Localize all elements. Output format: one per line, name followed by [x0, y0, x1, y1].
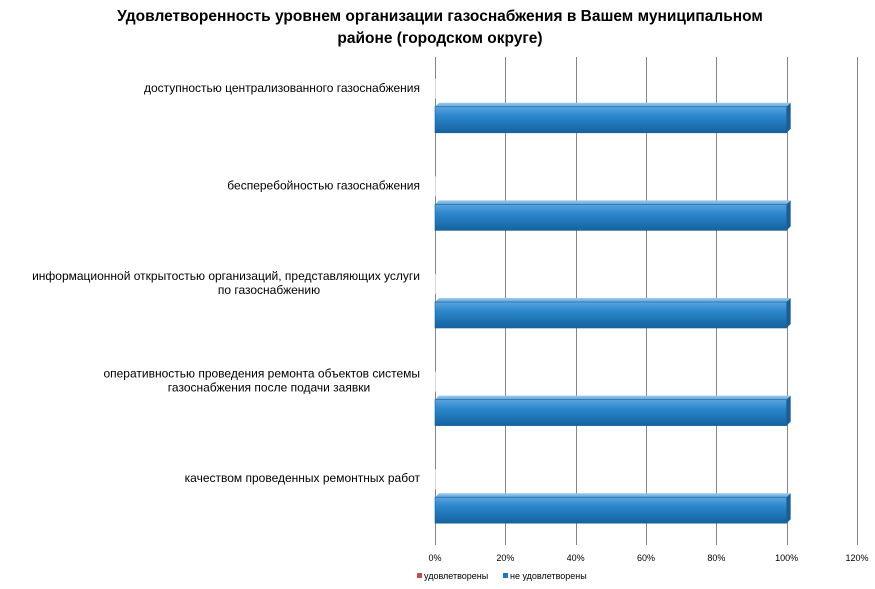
category-label-line: бесперебойностью газоснабжения — [227, 178, 420, 192]
category-label-line: газоснабжения после подачи заявки — [168, 381, 370, 395]
bar-top-face — [435, 493, 791, 498]
legend-label: не удовлетворены — [510, 571, 587, 581]
legend-label: удовлетворены — [424, 571, 488, 581]
x-tick-label: 60% — [637, 553, 655, 563]
category-label: бесперебойностью газоснабжения — [227, 178, 420, 192]
bar-top-face — [435, 298, 791, 302]
bar — [434, 106, 787, 134]
category-label: оперативностью проведения ремонта объект… — [103, 367, 420, 395]
legend-swatch — [503, 573, 508, 578]
bar-top-face — [435, 102, 791, 107]
bar-side-face — [786, 200, 791, 231]
chart-title: Удовлетворенность уровнем организации га… — [95, 6, 785, 50]
category-label: качеством проведенных ремонтных работ — [185, 471, 421, 485]
category-label-line: информационной открытостью организаций, … — [32, 269, 420, 283]
bar — [434, 399, 787, 426]
x-tick-label: 20% — [496, 553, 514, 563]
category-label-line: по газоснабжению — [218, 283, 320, 297]
bar-side-face — [786, 395, 791, 426]
bar-side-face — [786, 493, 791, 524]
bar — [434, 301, 787, 329]
category-label: информационной открытостью организаций, … — [32, 269, 420, 297]
bar-side-face — [786, 298, 791, 328]
bar — [434, 204, 787, 231]
bar-top-face — [435, 200, 791, 205]
chart-title-line-1: Удовлетворенность уровнем организации га… — [117, 8, 763, 25]
x-tick-label: 0% — [428, 553, 441, 563]
x-tick-label: 80% — [707, 553, 725, 563]
category-label-line: качеством проведенных ремонтных работ — [185, 471, 421, 485]
bar — [434, 496, 787, 524]
x-tick-label: 120% — [845, 553, 868, 563]
category-label: доступностью централизованного газоснабж… — [144, 81, 420, 95]
legend-item: удовлетворены — [417, 571, 488, 581]
legend-item: не удовлетворены — [503, 571, 587, 581]
x-tick-label: 100% — [775, 553, 798, 563]
x-tick-label: 40% — [567, 553, 585, 563]
bar-side-face — [786, 102, 791, 133]
legend-swatch — [417, 573, 422, 578]
category-label-line: доступностью централизованного газоснабж… — [144, 81, 420, 95]
category-label-line: оперативностью проведения ремонта объект… — [103, 367, 420, 381]
bar-top-face — [435, 395, 791, 400]
chart-title-line-2: районе (городском округе) — [337, 30, 543, 47]
